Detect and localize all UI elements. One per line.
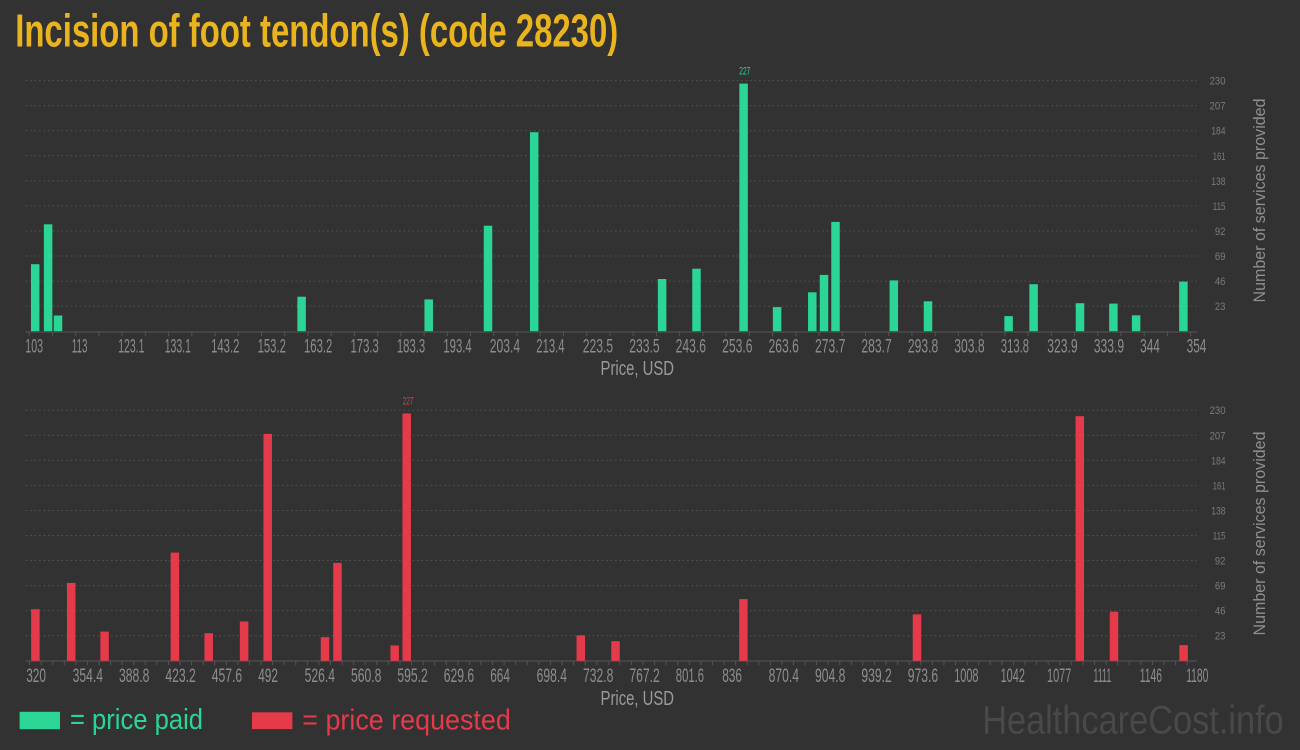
svg-text:526.4: 526.4: [305, 665, 335, 687]
svg-text:143.2: 143.2: [211, 335, 239, 357]
svg-text:595.2: 595.2: [397, 665, 427, 687]
svg-text:115: 115: [1213, 201, 1226, 213]
svg-text:207: 207: [1210, 430, 1226, 442]
svg-text:23: 23: [1215, 301, 1226, 313]
svg-text:133.1: 133.1: [165, 335, 191, 357]
svg-text:354: 354: [1187, 335, 1207, 357]
svg-text:767.2: 767.2: [629, 665, 659, 687]
svg-text:457.6: 457.6: [212, 665, 242, 687]
svg-text:Price, USD: Price, USD: [601, 357, 675, 380]
svg-text:46: 46: [1215, 606, 1226, 618]
svg-text:HealthcareCost.info: HealthcareCost.info: [982, 699, 1283, 743]
svg-text:163.2: 163.2: [304, 335, 332, 357]
svg-text:1180: 1180: [1186, 665, 1208, 687]
svg-text:227: 227: [739, 66, 750, 78]
svg-text:92: 92: [1215, 556, 1226, 568]
svg-text:560.8: 560.8: [351, 665, 381, 687]
svg-text:138: 138: [1211, 505, 1225, 517]
svg-text:344: 344: [1140, 335, 1160, 357]
svg-text:Price, USD: Price, USD: [601, 687, 675, 710]
svg-text:303.8: 303.8: [954, 335, 984, 357]
svg-text:92: 92: [1215, 226, 1226, 238]
svg-text:423.2: 423.2: [165, 665, 195, 687]
svg-text:243.6: 243.6: [676, 335, 706, 357]
svg-text:253.6: 253.6: [722, 335, 752, 357]
svg-text:223.5: 223.5: [583, 335, 613, 357]
svg-text:193.4: 193.4: [443, 335, 471, 357]
svg-text:161: 161: [1213, 480, 1226, 492]
svg-text:233.5: 233.5: [629, 335, 659, 357]
svg-text:313.8: 313.8: [1001, 335, 1029, 357]
svg-text:320: 320: [26, 665, 46, 687]
svg-text:203.4: 203.4: [490, 335, 520, 357]
svg-text:629.6: 629.6: [444, 665, 474, 687]
svg-text:183.3: 183.3: [397, 335, 425, 357]
svg-text:1146: 1146: [1140, 665, 1162, 687]
svg-text:732.8: 732.8: [583, 665, 613, 687]
svg-text:69: 69: [1215, 251, 1226, 263]
svg-text:388.8: 388.8: [119, 665, 149, 687]
svg-text:939.2: 939.2: [861, 665, 891, 687]
svg-text:333.9: 333.9: [1094, 335, 1124, 357]
svg-text:664: 664: [490, 665, 510, 687]
svg-text:1077: 1077: [1047, 665, 1071, 687]
svg-text:184: 184: [1211, 455, 1225, 467]
svg-text:283.7: 283.7: [861, 335, 891, 357]
svg-text:184: 184: [1211, 126, 1225, 138]
svg-text:870.4: 870.4: [769, 665, 799, 687]
svg-text:46: 46: [1215, 276, 1226, 288]
svg-text:69: 69: [1215, 581, 1226, 593]
svg-text:115: 115: [1213, 531, 1226, 543]
svg-text:1008: 1008: [954, 665, 978, 687]
svg-text:207: 207: [1210, 101, 1226, 113]
svg-text:123.1: 123.1: [118, 335, 144, 357]
svg-text:801.6: 801.6: [676, 665, 704, 687]
svg-text:354.4: 354.4: [73, 665, 103, 687]
svg-text:213.4: 213.4: [536, 335, 564, 357]
svg-text:836: 836: [722, 665, 742, 687]
svg-text:273.7: 273.7: [815, 335, 845, 357]
svg-text:904.8: 904.8: [815, 665, 845, 687]
svg-text:1042: 1042: [1001, 665, 1025, 687]
svg-text:263.6: 263.6: [769, 335, 799, 357]
svg-text:973.6: 973.6: [908, 665, 938, 687]
svg-text:Number of services provided: Number of services provided: [1250, 432, 1269, 636]
svg-text:Incision of foot tendon(s) (co: Incision of foot tendon(s) (code 28230): [15, 5, 618, 57]
svg-text:161: 161: [1213, 151, 1226, 163]
svg-text:323.9: 323.9: [1047, 335, 1077, 357]
svg-text:230: 230: [1210, 405, 1226, 417]
svg-text:Number of services provided: Number of services provided: [1250, 99, 1269, 303]
svg-text:698.4: 698.4: [537, 665, 567, 687]
svg-text:293.8: 293.8: [908, 335, 938, 357]
svg-text:1111: 1111: [1093, 665, 1111, 687]
svg-text:138: 138: [1211, 176, 1225, 188]
svg-text:230: 230: [1210, 76, 1226, 88]
svg-text:= price paid: = price paid: [70, 704, 203, 736]
svg-text:= price requested: = price requested: [302, 704, 511, 736]
svg-text:113: 113: [72, 335, 88, 357]
svg-text:103: 103: [25, 335, 43, 357]
svg-text:23: 23: [1215, 631, 1226, 643]
svg-text:153.2: 153.2: [258, 335, 286, 357]
svg-text:173.3: 173.3: [351, 335, 379, 357]
svg-text:492: 492: [258, 665, 278, 687]
svg-text:227: 227: [403, 396, 414, 408]
